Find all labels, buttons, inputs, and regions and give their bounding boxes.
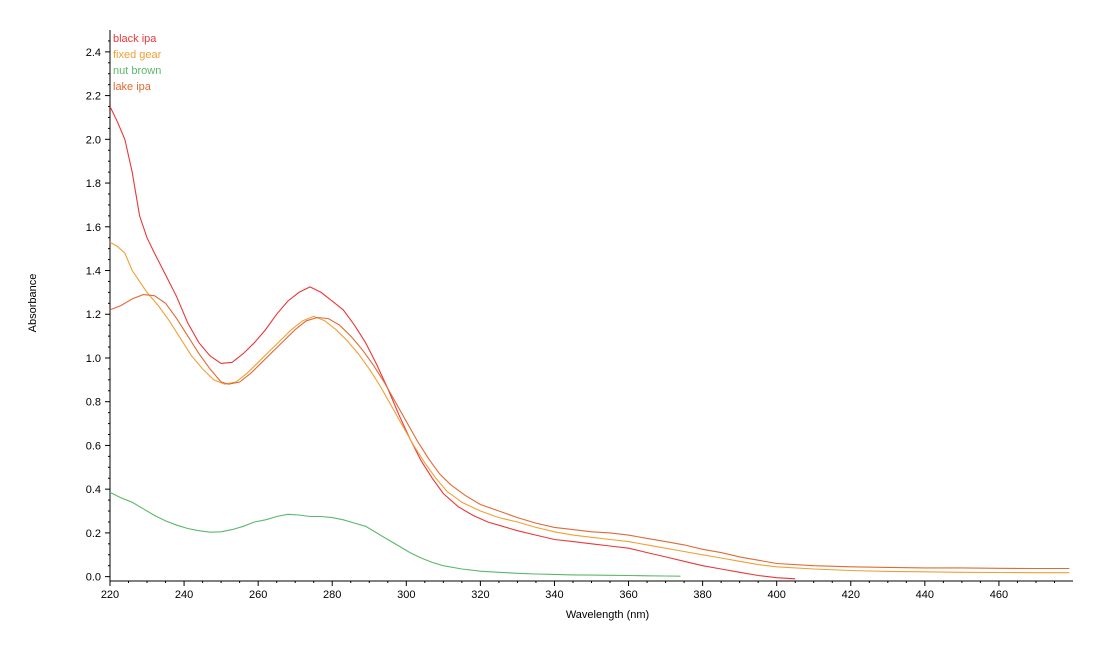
series-line-fixed-gear [109,241,1070,574]
x-tick-label: 460 [990,589,1008,601]
series-line-black-ipa [109,106,796,580]
x-tick-label: 300 [397,589,415,601]
x-tick-label: 320 [471,589,489,601]
y-tick-label: 2.0 [86,134,101,146]
series-layer [109,106,1070,580]
y-tick-label: 0.8 [86,397,101,409]
x-tick-label: 280 [323,589,341,601]
y-tick-label: 1.8 [86,178,101,190]
legend-entry: fixed gear [113,49,162,61]
y-tick-label: 1.2 [86,309,101,321]
x-tick-label: 240 [175,589,193,601]
y-tick-label: 0.4 [86,484,101,496]
legend-entry: nut brown [113,65,161,77]
legend: black ipa fixed gear nut brown lake ipa [113,33,162,93]
series-line-nut-brown [109,491,681,577]
y-tick-label: 1.0 [86,353,101,365]
x-tick-label: 440 [916,589,934,601]
y-tick-label: 2.2 [86,91,101,103]
x-tick-label: 360 [619,589,637,601]
x-tick-label: 420 [842,589,860,601]
y-axis: 0.0 0.2 0.4 0.6 0.8 1.0 1.2 1.4 1.6 1.8 2.0 2.2 2.4 [86,30,111,584]
y-tick-label: 2.4 [86,47,101,59]
y-tick-label: 1.4 [86,266,101,278]
x-axis: 220 240 260 280 300 320 340 360 380 400 420 440 460 [101,580,1073,601]
x-tick-label: 400 [768,589,786,601]
x-tick-label: 380 [693,589,711,601]
y-tick-label: 1.6 [86,222,101,234]
y-axis-title: Absorbance [27,274,39,333]
legend-entry: lake ipa [113,81,152,93]
y-tick-label: 0.6 [86,440,101,452]
y-tick-label: 0.2 [86,528,101,540]
series-line-lake-ipa [109,294,1070,570]
y-tick-label: 0.0 [86,572,101,584]
x-tick-label: 260 [249,589,267,601]
x-axis-title: Wavelength (nm) [566,609,649,621]
x-tick-label: 220 [101,589,119,601]
x-tick-label: 340 [545,589,563,601]
legend-entry: black ipa [113,33,157,45]
